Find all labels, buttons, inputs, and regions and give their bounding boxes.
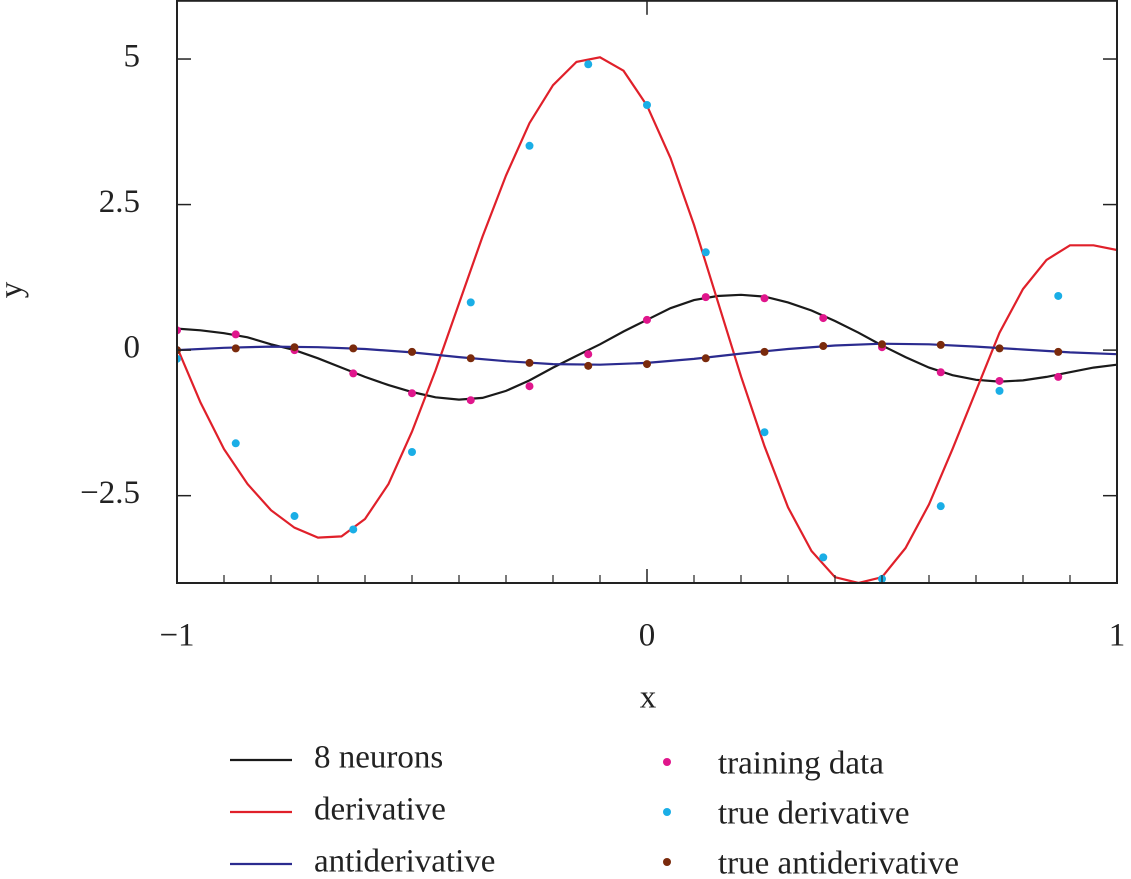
data-point (349, 369, 358, 378)
legend-swatch (663, 808, 671, 816)
plot-frame (176, 0, 1118, 585)
data-point (760, 428, 769, 437)
data-point (995, 376, 1004, 385)
data-point (290, 512, 299, 521)
x-axis-label: x (640, 680, 657, 716)
data-point (701, 354, 710, 363)
data-point (466, 354, 475, 363)
legend-label: true antiderivative (718, 846, 959, 879)
data-point (936, 368, 945, 377)
data-point (584, 361, 593, 370)
data-point (1054, 347, 1063, 356)
legend-label: 8 neurons (314, 740, 443, 776)
data-point (525, 358, 534, 367)
x-tick-label: 1 (1109, 618, 1126, 654)
data-point (584, 350, 593, 359)
data-point (643, 101, 651, 110)
legend-label: derivative (314, 792, 446, 828)
data-point (1054, 291, 1063, 300)
data-point (290, 343, 299, 352)
data-point (760, 294, 769, 303)
y-tick-label: −2.5 (80, 475, 140, 511)
data-point (349, 525, 358, 534)
data-point (643, 315, 651, 324)
data-point (936, 340, 945, 349)
y-tick-label: 2.5 (99, 184, 140, 220)
data-point (408, 448, 416, 457)
data-point (1054, 372, 1063, 381)
data-point (525, 382, 534, 391)
data-point (760, 347, 769, 356)
x-tick-label: 0 (639, 618, 656, 654)
data-point (819, 342, 828, 351)
data-point (525, 141, 534, 150)
data-point (819, 553, 828, 562)
data-point (878, 340, 886, 349)
data-point (408, 347, 416, 356)
data-point (231, 330, 240, 339)
legend-swatch (663, 758, 671, 766)
y-tick-label: 5 (124, 39, 141, 75)
legend-label: training data (718, 746, 884, 782)
data-point (231, 344, 240, 353)
data-point (936, 502, 945, 511)
data-point (231, 439, 240, 448)
x-tick-label: −1 (159, 618, 194, 654)
plot-area (177, 56, 1117, 584)
legend-swatch (663, 858, 671, 866)
data-point (466, 298, 475, 307)
data-point (466, 396, 475, 405)
data-point (701, 293, 710, 302)
data-point (643, 360, 651, 369)
data-point (995, 386, 1004, 395)
data-point (701, 248, 710, 257)
y-tick-label: 0 (124, 330, 141, 366)
data-point (349, 344, 358, 353)
data-point (584, 60, 593, 69)
legend-label: true derivative (718, 796, 910, 832)
y-axis-label: y (0, 281, 30, 298)
legend-label: antiderivative (314, 844, 495, 879)
data-point (819, 314, 828, 323)
data-point (995, 344, 1004, 353)
data-point (408, 389, 416, 398)
